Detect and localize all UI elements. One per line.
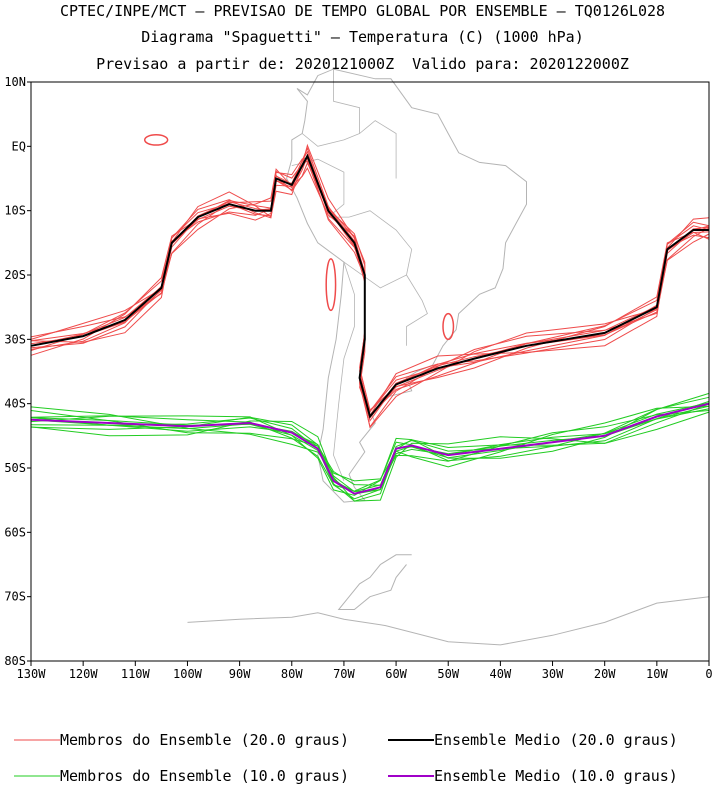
ensemble-member-line: [30, 157, 710, 419]
ensemble-member-line: [30, 167, 710, 429]
x-tick-label: 0: [705, 667, 712, 681]
y-tick-label: 40S: [4, 397, 26, 411]
title-line-2: Diagrama "Spaguetti" – Temperatura (C) (…: [141, 28, 584, 46]
y-axis: 10N EQ 10S 20S 30S 40S 50S 60S 70S 80S: [4, 75, 31, 668]
ensemble-member-line: [30, 161, 710, 428]
ensemble-member-line: [30, 143, 710, 417]
y-tick-label: 10S: [4, 204, 26, 218]
ensemble-member-line: [30, 146, 710, 413]
ensemble-member-line: [30, 150, 710, 413]
x-tick-label: 110W: [121, 667, 151, 681]
plot-frame: [30, 81, 710, 662]
y-tick-label: 70S: [4, 590, 26, 604]
ensemble-members: [30, 134, 710, 502]
y-tick-label: 30S: [4, 332, 26, 346]
ensemble-member-contour: [325, 258, 337, 312]
legend-label: Membros do Ensemble (10.0 graus): [60, 767, 349, 785]
y-tick-label: 60S: [4, 525, 26, 539]
legend-label: Membros do Ensemble (20.0 graus): [60, 731, 349, 749]
title-line-1: CPTEC/INPE/MCT – PREVISAO DE TEMPO GLOBA…: [59, 2, 666, 20]
ensemble-member-contour: [442, 312, 455, 341]
ensemble-member-line: [30, 400, 710, 500]
y-tick-label: 80S: [4, 654, 26, 668]
x-tick-label: 60W: [385, 667, 407, 681]
y-tick-label: 50S: [4, 461, 26, 475]
y-tick-label: EQ: [12, 139, 26, 153]
x-tick-label: 70W: [333, 667, 355, 681]
coastline-map: [187, 68, 710, 646]
x-tick-label: 40W: [490, 667, 512, 681]
x-axis: 130W 120W 110W 100W 90W 80W 70W 60W 50W 40W 30W 20W…: [17, 661, 713, 681]
ensemble-member-contour: [143, 134, 169, 146]
ensemble-mean-line: [30, 402, 710, 495]
x-tick-label: 20W: [594, 667, 616, 681]
legend-label: Ensemble Medio (10.0 graus): [434, 767, 678, 785]
ensemble-means: [30, 153, 710, 495]
ensemble-member-line: [30, 154, 710, 422]
title-line-3: Previsao a partir de: 2020121000Z Valido…: [96, 55, 629, 73]
ensemble-member-line: [30, 153, 710, 419]
x-tick-label: 100W: [173, 667, 203, 681]
ensemble-member-line: [30, 160, 710, 417]
x-tick-label: 80W: [281, 667, 303, 681]
y-tick-label: 10N: [4, 75, 26, 89]
legend: Membros do Ensemble (20.0 graus) Ensemble…: [14, 731, 678, 785]
ensemble-mean-line: [30, 153, 709, 419]
x-tick-label: 120W: [69, 667, 99, 681]
x-tick-label: 10W: [646, 667, 668, 681]
legend-label: Ensemble Medio (20.0 graus): [434, 731, 678, 749]
ensemble-member-line: [30, 157, 710, 411]
x-tick-label: 130W: [17, 667, 47, 681]
y-tick-label: 20S: [4, 268, 26, 282]
x-tick-label: 30W: [542, 667, 564, 681]
x-tick-label: 50W: [437, 667, 459, 681]
ensemble-member-line: [30, 396, 710, 492]
x-tick-label: 90W: [229, 667, 251, 681]
